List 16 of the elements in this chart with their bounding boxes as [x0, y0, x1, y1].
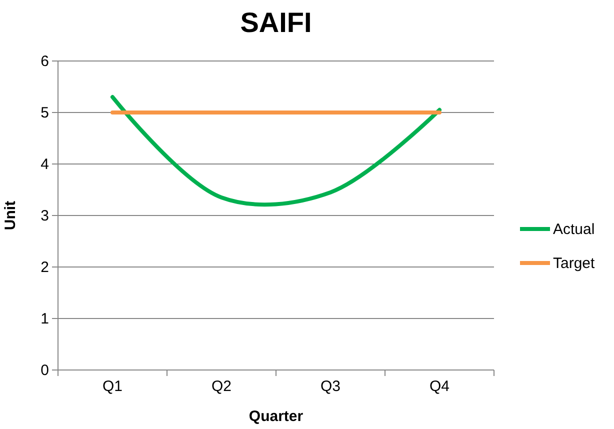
x-tick-label: Q3 — [320, 378, 341, 395]
y-tick-label: 1 — [40, 310, 49, 328]
y-tick-label: 4 — [40, 156, 49, 173]
y-tick-label: 6 — [40, 52, 49, 70]
y-tick-label: 0 — [40, 362, 49, 379]
y-axis-title: Unit — [2, 200, 19, 230]
y-tick-label: 5 — [40, 104, 49, 122]
x-axis-title: Quarter — [248, 408, 304, 425]
y-tick-label: 3 — [40, 207, 49, 224]
x-tick-label: Q2 — [211, 378, 232, 395]
legend-label: Target — [553, 255, 596, 272]
x-tick-label: Q4 — [429, 378, 450, 395]
chart-title: SAIFI — [240, 7, 312, 38]
y-tick-label: 2 — [40, 258, 49, 276]
x-tick-label: Q1 — [102, 378, 123, 395]
legend-label: Actual — [553, 221, 595, 238]
